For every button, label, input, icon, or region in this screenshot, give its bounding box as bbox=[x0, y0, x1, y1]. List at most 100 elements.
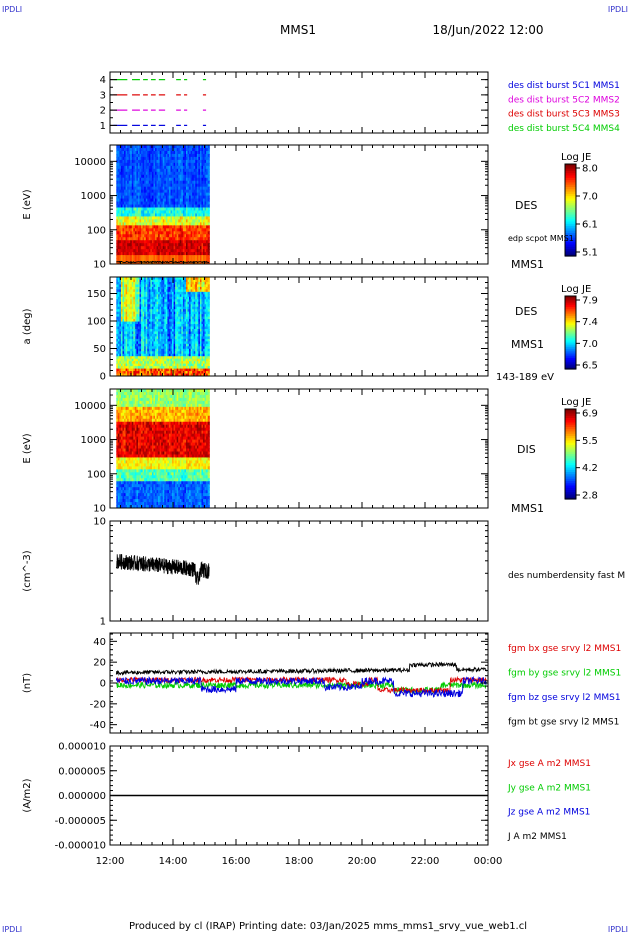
heat-cell bbox=[125, 243, 128, 247]
heat-cell bbox=[185, 291, 189, 295]
heat-cell bbox=[198, 177, 201, 182]
heat-cell bbox=[181, 198, 184, 203]
heat-cell bbox=[144, 234, 147, 238]
heat-cell bbox=[119, 499, 122, 503]
heat-cell bbox=[199, 228, 203, 232]
heat-cell bbox=[120, 277, 124, 281]
heat-cell bbox=[173, 316, 176, 320]
heat-cell bbox=[201, 153, 204, 158]
heat-cell bbox=[185, 237, 189, 241]
heat-cell bbox=[206, 237, 209, 241]
heat-cell bbox=[159, 351, 162, 355]
heat-cell bbox=[185, 306, 189, 310]
heat-cell bbox=[155, 314, 158, 318]
heat-cell bbox=[164, 225, 167, 229]
heat-cell bbox=[206, 336, 209, 340]
heat-cell bbox=[185, 296, 189, 300]
heat-cell bbox=[175, 328, 178, 333]
heat-cell bbox=[164, 316, 167, 320]
heat-cell bbox=[192, 240, 195, 244]
heat-cell bbox=[156, 252, 159, 256]
heat-cell bbox=[141, 186, 144, 191]
heat-cell bbox=[187, 165, 190, 170]
heat-cell bbox=[156, 363, 159, 367]
heat-cell bbox=[141, 338, 144, 342]
heat-cell bbox=[178, 309, 181, 313]
heat-cell bbox=[145, 321, 148, 325]
heat-cell bbox=[142, 222, 145, 226]
heat-cell bbox=[125, 207, 128, 212]
heat-cell bbox=[116, 319, 119, 323]
heat-cell bbox=[120, 301, 124, 305]
heat-cell bbox=[179, 346, 182, 350]
heat-cell bbox=[144, 319, 147, 323]
heat-cell bbox=[175, 346, 178, 350]
heat-cell bbox=[206, 356, 209, 360]
heat-cell bbox=[182, 299, 186, 303]
heat-cell bbox=[125, 159, 128, 164]
heat-cell bbox=[201, 281, 204, 286]
heat-cell bbox=[165, 171, 169, 176]
heat-cell bbox=[151, 331, 155, 335]
heat-cell bbox=[167, 356, 170, 360]
heat-cell bbox=[116, 171, 119, 176]
heat-cell bbox=[167, 240, 170, 244]
heat-cell bbox=[178, 249, 181, 253]
heat-cell bbox=[165, 356, 169, 360]
heat-cell bbox=[134, 309, 138, 313]
heat-cell bbox=[184, 195, 187, 200]
heat-cell bbox=[189, 189, 192, 194]
heat-cell bbox=[151, 289, 155, 293]
heat-cell bbox=[125, 210, 128, 215]
heat-cell bbox=[148, 296, 151, 300]
heat-cell bbox=[116, 237, 119, 241]
heat-cell bbox=[161, 366, 164, 370]
heat-cell bbox=[182, 195, 186, 200]
heat-cell bbox=[122, 289, 125, 293]
heat-cell bbox=[119, 484, 122, 488]
heat-cell bbox=[167, 284, 170, 288]
heat-cell bbox=[181, 234, 184, 238]
heat-cell bbox=[193, 198, 196, 203]
heat-cell bbox=[181, 207, 184, 212]
heat-cell bbox=[206, 296, 209, 300]
heat-cell bbox=[175, 219, 178, 223]
heat-cell bbox=[204, 291, 207, 295]
heat-cell bbox=[122, 309, 125, 313]
heat-cell bbox=[119, 475, 122, 479]
heat-cell bbox=[178, 222, 181, 226]
heat-cell bbox=[124, 216, 127, 220]
heat-cell bbox=[170, 361, 173, 365]
heat-cell bbox=[206, 162, 209, 167]
heat-cell bbox=[142, 225, 145, 229]
heat-cell bbox=[195, 294, 198, 298]
heat-cell bbox=[204, 183, 207, 188]
heat-cell bbox=[139, 371, 142, 375]
heat-cell bbox=[182, 255, 186, 259]
heat-cell bbox=[124, 333, 127, 338]
heat-cell bbox=[162, 204, 165, 209]
heat-cell bbox=[150, 306, 153, 310]
heat-cell bbox=[179, 299, 182, 303]
heat-cell bbox=[120, 502, 124, 506]
heat-cell bbox=[203, 204, 206, 209]
heat-cell bbox=[161, 294, 164, 298]
heat-cell bbox=[137, 159, 141, 164]
heat-cell bbox=[179, 243, 182, 247]
heat-cell bbox=[141, 150, 144, 155]
heat-cell bbox=[131, 174, 134, 179]
heat-cell bbox=[162, 309, 165, 313]
heat-cell bbox=[155, 145, 158, 149]
heat-cell bbox=[193, 296, 196, 300]
heat-cell bbox=[128, 328, 131, 333]
heat-cell bbox=[207, 314, 210, 318]
heat-cell bbox=[119, 314, 122, 318]
heat-cell bbox=[153, 299, 156, 303]
heat-cell bbox=[204, 243, 207, 247]
heat-cell bbox=[120, 391, 124, 396]
heat-cell bbox=[172, 234, 175, 238]
heat-cell bbox=[195, 171, 198, 176]
heat-cell bbox=[198, 358, 201, 362]
heat-cell bbox=[178, 240, 181, 244]
